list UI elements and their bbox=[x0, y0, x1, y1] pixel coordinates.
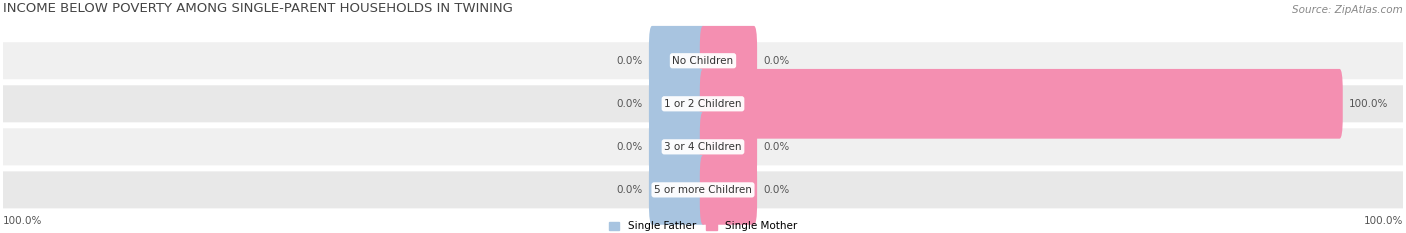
Text: INCOME BELOW POVERTY AMONG SINGLE-PARENT HOUSEHOLDS IN TWINING: INCOME BELOW POVERTY AMONG SINGLE-PARENT… bbox=[3, 2, 513, 15]
Text: Source: ZipAtlas.com: Source: ZipAtlas.com bbox=[1292, 5, 1403, 15]
Text: 3 or 4 Children: 3 or 4 Children bbox=[664, 142, 742, 152]
Text: 1 or 2 Children: 1 or 2 Children bbox=[664, 99, 742, 109]
Text: 0.0%: 0.0% bbox=[616, 99, 643, 109]
Text: No Children: No Children bbox=[672, 56, 734, 66]
FancyBboxPatch shape bbox=[3, 128, 1403, 165]
FancyBboxPatch shape bbox=[700, 112, 756, 182]
FancyBboxPatch shape bbox=[700, 26, 756, 96]
FancyBboxPatch shape bbox=[650, 155, 706, 225]
Text: 0.0%: 0.0% bbox=[616, 185, 643, 195]
Text: 0.0%: 0.0% bbox=[763, 56, 790, 66]
FancyBboxPatch shape bbox=[650, 69, 706, 139]
Text: 0.0%: 0.0% bbox=[763, 185, 790, 195]
FancyBboxPatch shape bbox=[3, 42, 1403, 79]
FancyBboxPatch shape bbox=[3, 171, 1403, 208]
Text: 100.0%: 100.0% bbox=[1350, 99, 1389, 109]
Text: 0.0%: 0.0% bbox=[616, 142, 643, 152]
FancyBboxPatch shape bbox=[650, 112, 706, 182]
Text: 100.0%: 100.0% bbox=[1364, 216, 1403, 226]
FancyBboxPatch shape bbox=[700, 69, 1343, 139]
Text: 100.0%: 100.0% bbox=[3, 216, 42, 226]
Text: 0.0%: 0.0% bbox=[616, 56, 643, 66]
Text: 5 or more Children: 5 or more Children bbox=[654, 185, 752, 195]
FancyBboxPatch shape bbox=[700, 155, 756, 225]
Text: 0.0%: 0.0% bbox=[763, 142, 790, 152]
FancyBboxPatch shape bbox=[3, 85, 1403, 122]
Legend: Single Father, Single Mother: Single Father, Single Mother bbox=[609, 221, 797, 231]
FancyBboxPatch shape bbox=[650, 26, 706, 96]
